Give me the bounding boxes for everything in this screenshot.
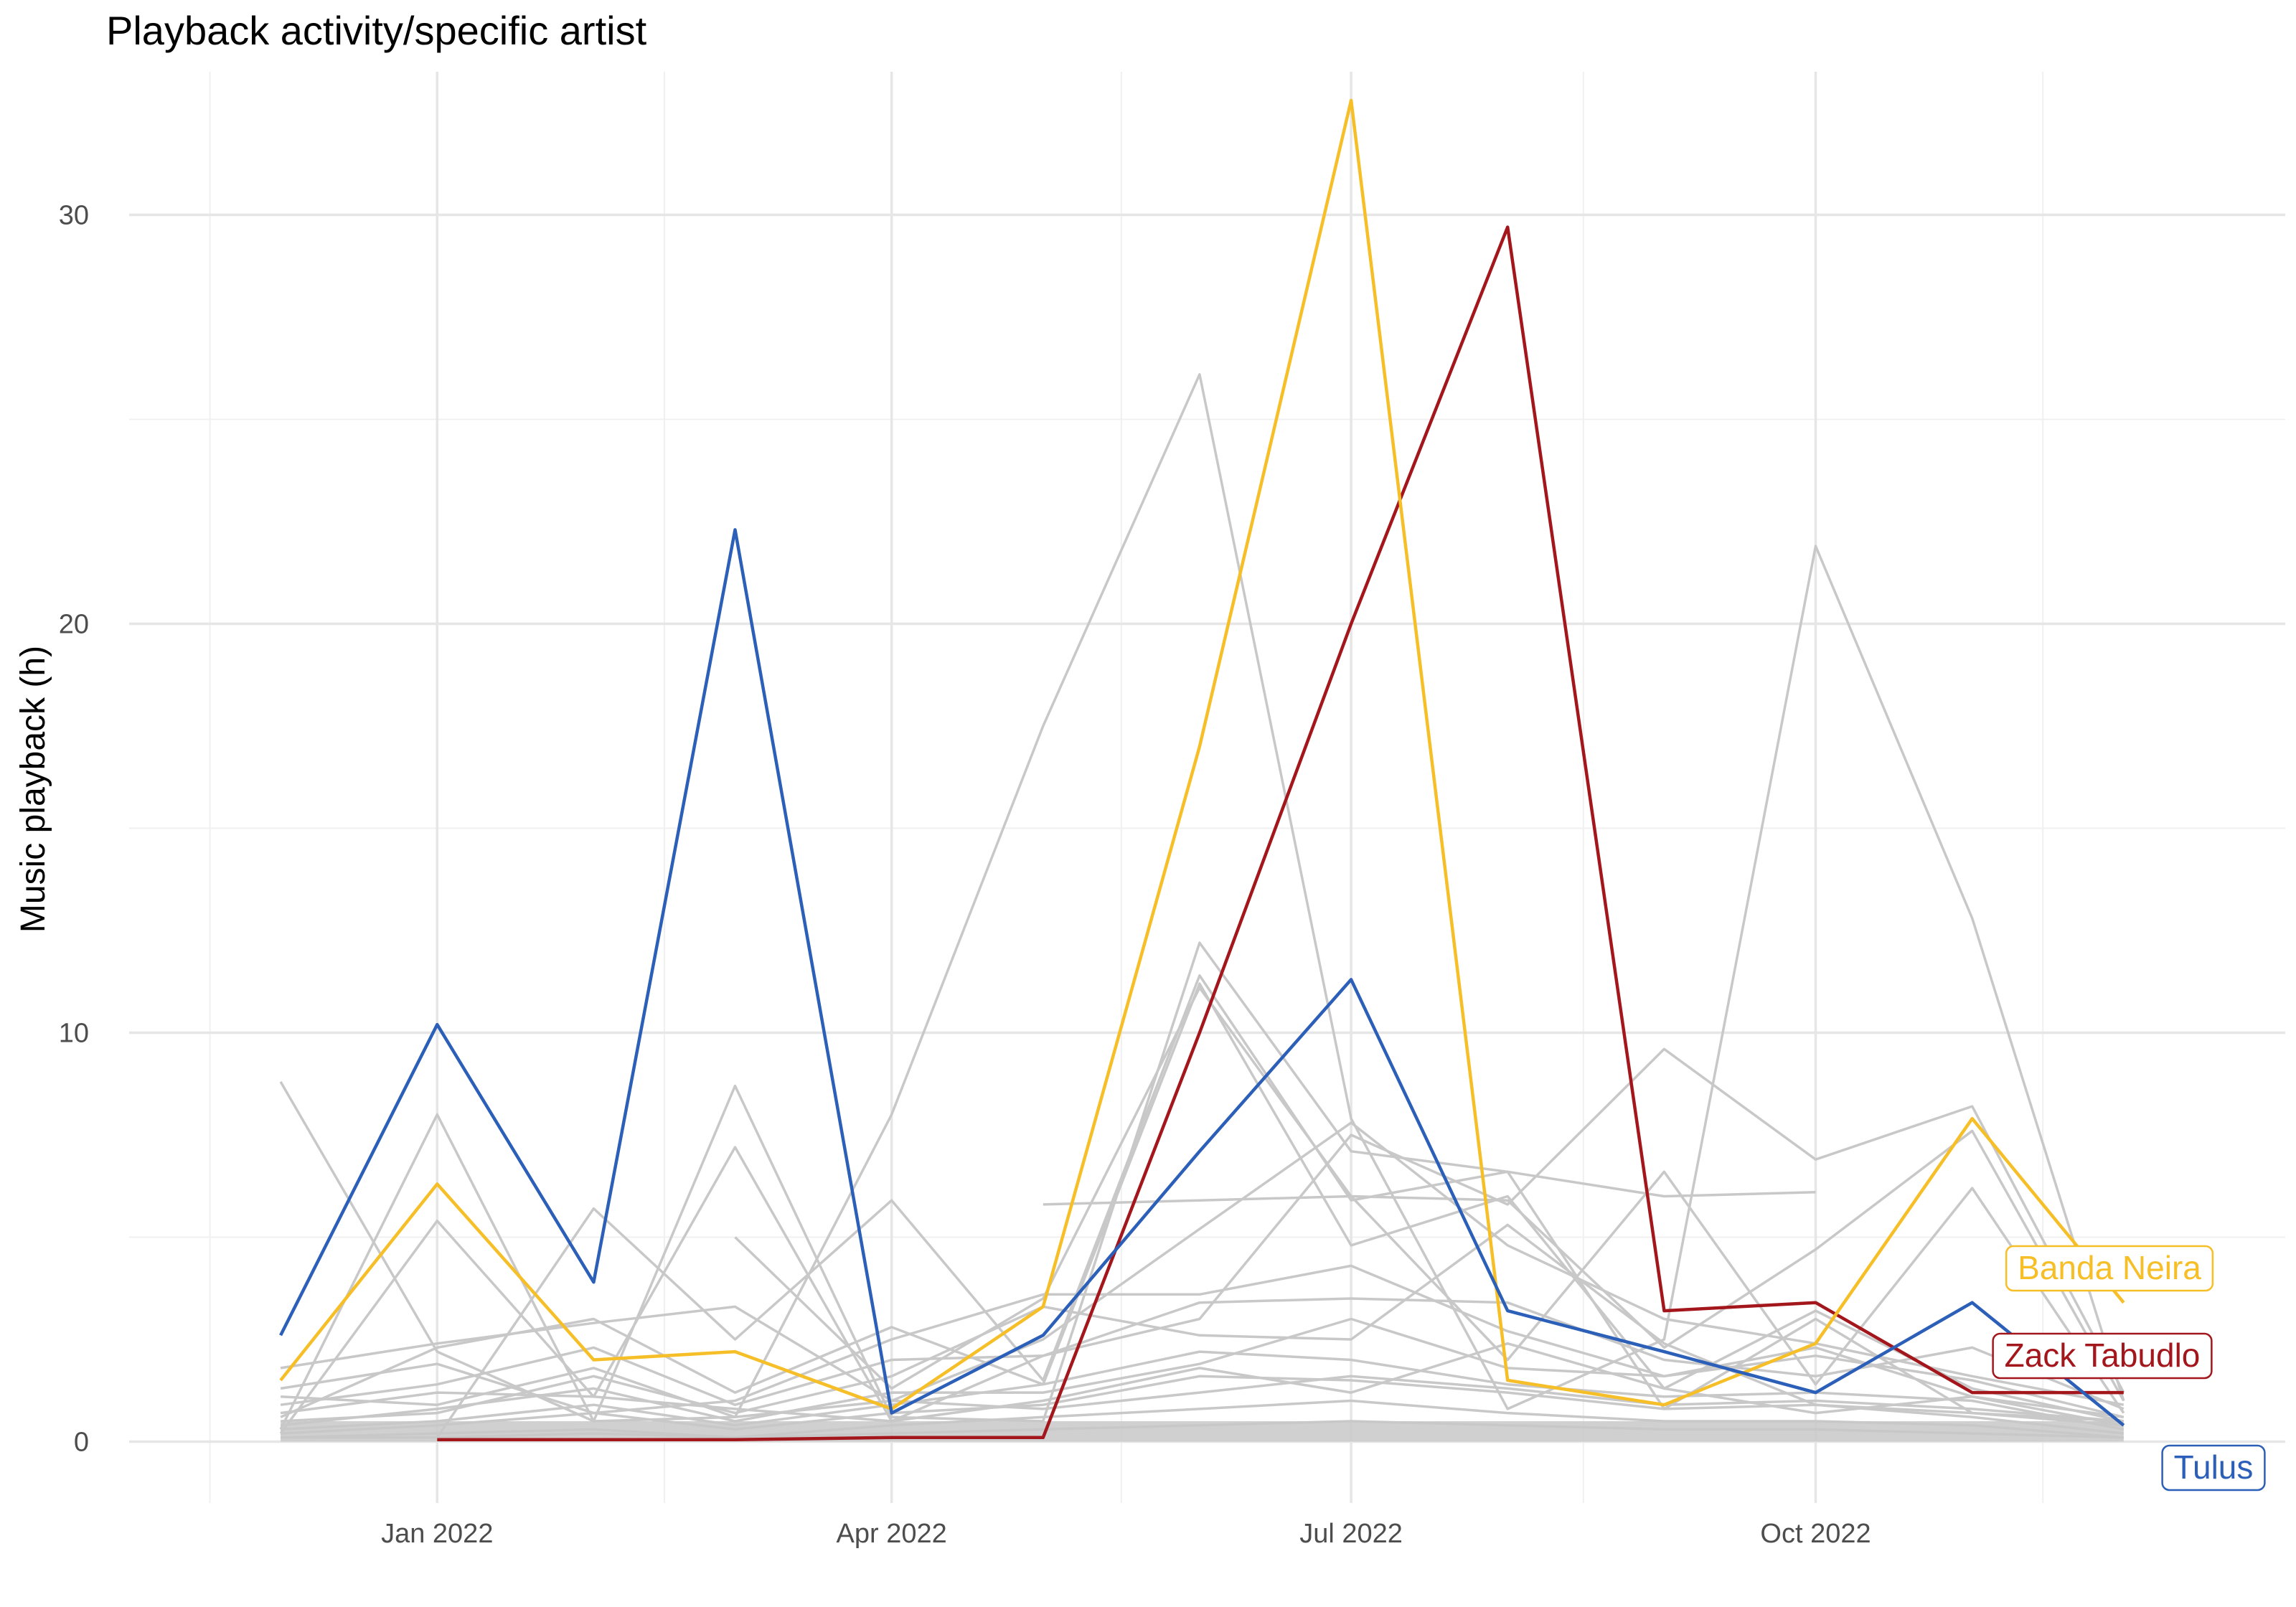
series-label-box xyxy=(1992,1332,2213,1380)
y-tick-label: 10 xyxy=(59,1019,89,1049)
x-tick-label: Jan 2022 xyxy=(381,1519,493,1549)
x-tick-label: Apr 2022 xyxy=(837,1519,947,1549)
chart-title: Playback activity/specific artist xyxy=(106,8,647,53)
series-line-banda-neira xyxy=(279,98,2125,1411)
series-label-layer: Banda Neira Zack Tabudlo Tulus xyxy=(1992,1245,2266,1491)
series-label-text: Tulus xyxy=(2174,1448,2254,1486)
series-label-text: Banda Neira xyxy=(2018,1249,2201,1286)
y-tick-label: 0 xyxy=(74,1428,89,1458)
series-label-box xyxy=(2161,1444,2266,1491)
series-label-tulus: Tulus xyxy=(2161,1444,2266,1491)
background-series-line xyxy=(280,1297,2125,1410)
background-series-line xyxy=(281,1367,2124,1423)
background-series-line xyxy=(436,974,1816,1438)
background-series-line xyxy=(1043,1129,2125,1402)
highlight-series-layer xyxy=(279,98,2125,1441)
grid-layer xyxy=(129,72,2285,1503)
background-series-line xyxy=(734,986,2125,1414)
series-label-box xyxy=(2005,1245,2214,1292)
x-tick-label: Jul 2022 xyxy=(1299,1519,1403,1549)
y-tick-label: 30 xyxy=(59,201,89,231)
background-series-line xyxy=(280,1317,2125,1427)
background-series-layer xyxy=(279,373,2125,1442)
background-series-line xyxy=(280,982,2125,1423)
y-axis-title: Music playback (h) xyxy=(14,646,52,933)
series-label-zack-tabudlo: Zack Tabudlo xyxy=(1992,1332,2213,1380)
series-label-text: Zack Tabudlo xyxy=(2005,1337,2201,1374)
x-tick-label: Oct 2022 xyxy=(1760,1519,1871,1549)
axis-layer: 0 10 20 30 Jan 2022 Apr 2022 Jul 2022 Oct 2022 xyxy=(59,201,1871,1550)
background-dense-band xyxy=(281,1421,2124,1442)
background-series-line xyxy=(280,1342,2125,1427)
series-line-zack-tabudlo xyxy=(437,225,2124,1441)
series-line-tulus xyxy=(279,528,2125,1427)
y-tick-label: 20 xyxy=(59,610,89,640)
background-series-line xyxy=(281,1375,2124,1435)
series-label-banda-neira: Banda Neira xyxy=(2005,1245,2214,1292)
